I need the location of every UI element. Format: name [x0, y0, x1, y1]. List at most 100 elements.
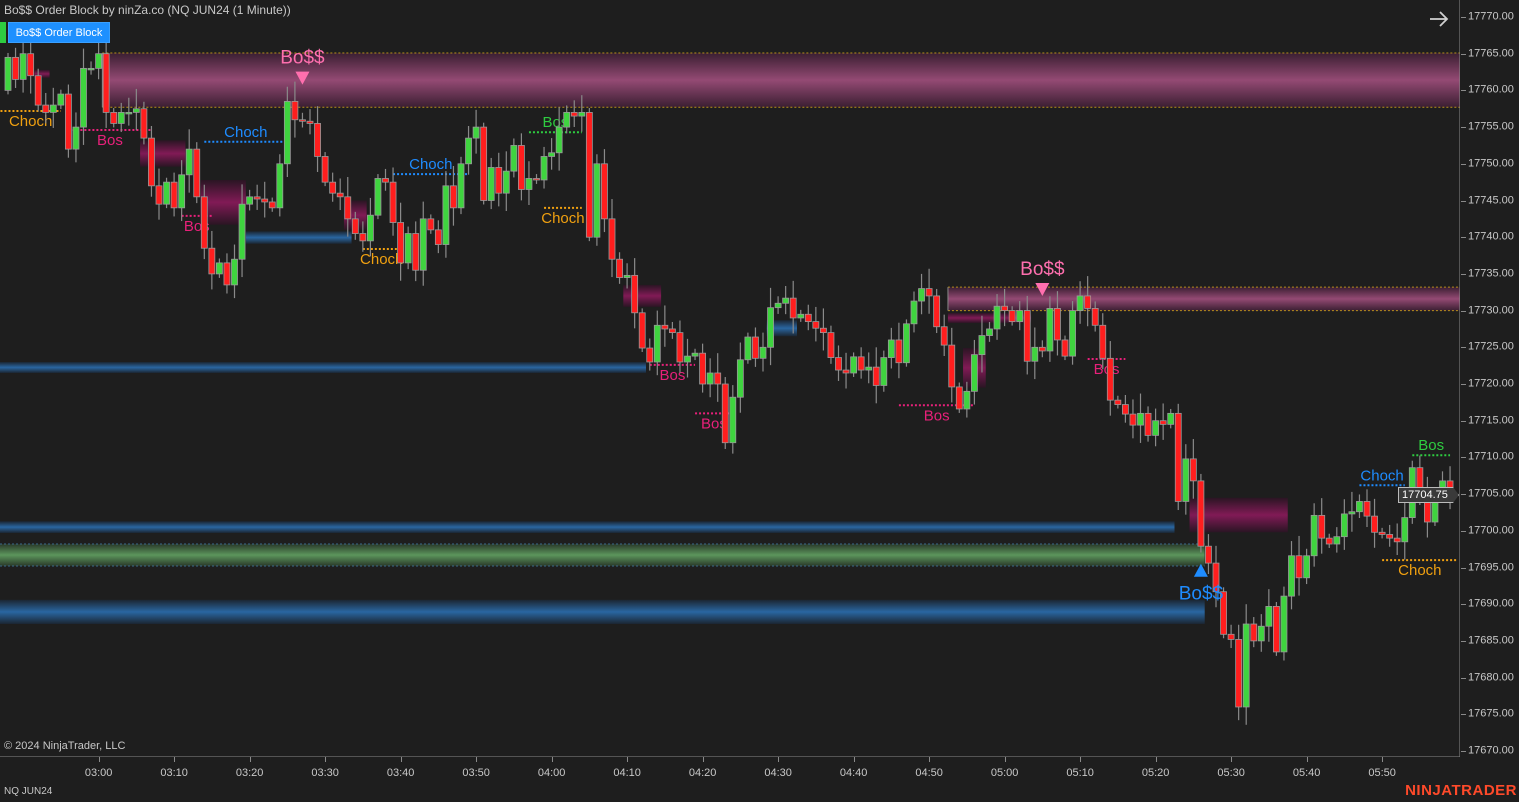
magenta-zone: [140, 140, 186, 167]
bear-candle: [812, 321, 820, 329]
choch-bull-label: Choch: [409, 156, 452, 173]
bull-candle: [1265, 606, 1273, 627]
bull-candle: [1340, 513, 1348, 538]
time-tick: [1155, 757, 1157, 762]
bull-candle: [1280, 595, 1288, 653]
time-tick: [627, 757, 629, 762]
bull-candle: [971, 354, 978, 392]
bear-candle: [193, 148, 201, 198]
bull-candle: [465, 137, 472, 165]
time-tick-label: 04:10: [613, 767, 641, 779]
bull-candle: [578, 112, 586, 117]
bear-candle: [208, 247, 216, 275]
bear-candle: [842, 369, 850, 374]
bull-candle: [540, 156, 548, 181]
time-tick-label: 03:50: [462, 767, 490, 779]
choch-bear-label: Choch: [9, 113, 52, 130]
chart-title: Bo$$ Order Block by ninZa.co (NQ JUN24 (…: [4, 3, 291, 17]
bull-candle: [19, 53, 27, 80]
bull-candle: [276, 163, 284, 209]
bull-candle: [963, 390, 971, 410]
bear-candle: [1227, 633, 1235, 640]
time-tick-label: 04:00: [537, 767, 566, 779]
bull-candle: [510, 145, 518, 172]
bear-candle: [336, 192, 344, 198]
bear-candle: [27, 53, 35, 77]
bull-candle: [1348, 511, 1356, 515]
bear-candle: [480, 126, 488, 201]
order-block-zones: [0, 52, 1460, 625]
bear-candle: [351, 218, 359, 234]
time-tick: [929, 757, 931, 762]
time-tick: [1080, 757, 1082, 762]
bear-candle: [299, 119, 306, 122]
bull-candle: [472, 126, 480, 139]
bull-candle: [744, 336, 752, 361]
price-tick-label: 17765.00: [1468, 47, 1514, 60]
bear-candle: [676, 332, 684, 363]
arrow-right-icon[interactable]: [1428, 8, 1450, 30]
bull-candle: [978, 335, 986, 356]
price-chart[interactable]: Choch Bos Choch Bos Choch Choch Bos Choch Bos Bos…: [0, 0, 1460, 757]
price-tick: [1461, 494, 1466, 496]
bull-candle: [555, 126, 563, 154]
bear-candle: [495, 167, 503, 194]
bear-candle: [1174, 412, 1182, 502]
price-tick-label: 17705.00: [1468, 487, 1514, 500]
bear-candle: [434, 229, 442, 245]
time-tick-label: 05:00: [990, 767, 1019, 779]
bear-candle: [1008, 310, 1016, 323]
bear-candle: [1159, 420, 1167, 425]
bos-bull-label: Bos: [1418, 437, 1444, 454]
bear-candle: [1273, 606, 1280, 653]
bull-candle: [72, 126, 80, 150]
boss-signal-label: Bo$$: [1020, 259, 1065, 280]
bos-bear-label: Bos: [97, 132, 123, 149]
time-tick: [1306, 757, 1308, 762]
bull-candle: [95, 53, 102, 69]
bull-candle: [887, 339, 895, 358]
bear-candle: [1091, 307, 1099, 326]
bull-candle: [419, 218, 427, 271]
price-tick-label: 17695.00: [1468, 561, 1514, 573]
price-tick: [1461, 567, 1466, 569]
bear-candle: [518, 145, 525, 190]
price-tick-label: 17700.00: [1468, 524, 1514, 537]
price-tick-label: 17750.00: [1468, 157, 1514, 170]
bear-candle: [948, 344, 956, 388]
bull-candle: [865, 366, 873, 371]
price-tick: [1461, 163, 1466, 165]
bear-candle: [321, 156, 329, 183]
bear-candle: [1205, 545, 1212, 564]
price-tick-label: 17770.00: [1468, 10, 1514, 23]
price-tick: [1461, 347, 1466, 349]
bull-candle: [706, 372, 714, 385]
bear-candle: [42, 104, 50, 113]
price-tick: [1461, 384, 1466, 385]
bull-candle: [185, 148, 193, 176]
bull-candle: [1076, 295, 1084, 312]
price-tick-label: 17740.00: [1468, 230, 1514, 243]
bear-candle: [1386, 534, 1394, 539]
bear-candle: [268, 201, 276, 209]
market-structure-lines: Choch Bos Choch Bos Choch Choch Bos Choch Bos Bos…: [0, 109, 1458, 579]
time-tick: [1231, 757, 1233, 762]
bear-candle: [1393, 537, 1401, 543]
time-tick-label: 05:40: [1292, 767, 1321, 779]
time-tick-label: 04:50: [915, 767, 943, 779]
bull-candle: [918, 288, 925, 302]
bear-candle: [1144, 412, 1152, 436]
bear-candle: [450, 185, 457, 209]
bull-candle: [1167, 412, 1175, 425]
bear-candle: [306, 120, 314, 124]
bear-candle: [661, 324, 669, 330]
bull-candle: [1288, 555, 1295, 597]
time-tick-label: 03:40: [386, 767, 415, 779]
choch-bear-label: Choch: [1398, 562, 1441, 579]
bull-candle: [442, 185, 450, 245]
choch-bear-label: Choch: [360, 251, 403, 268]
bear-candle: [601, 163, 608, 220]
indicator-button[interactable]: Bo$$ Order Block: [8, 22, 110, 43]
bull-candle: [759, 346, 767, 359]
bull-candle: [1356, 501, 1363, 513]
